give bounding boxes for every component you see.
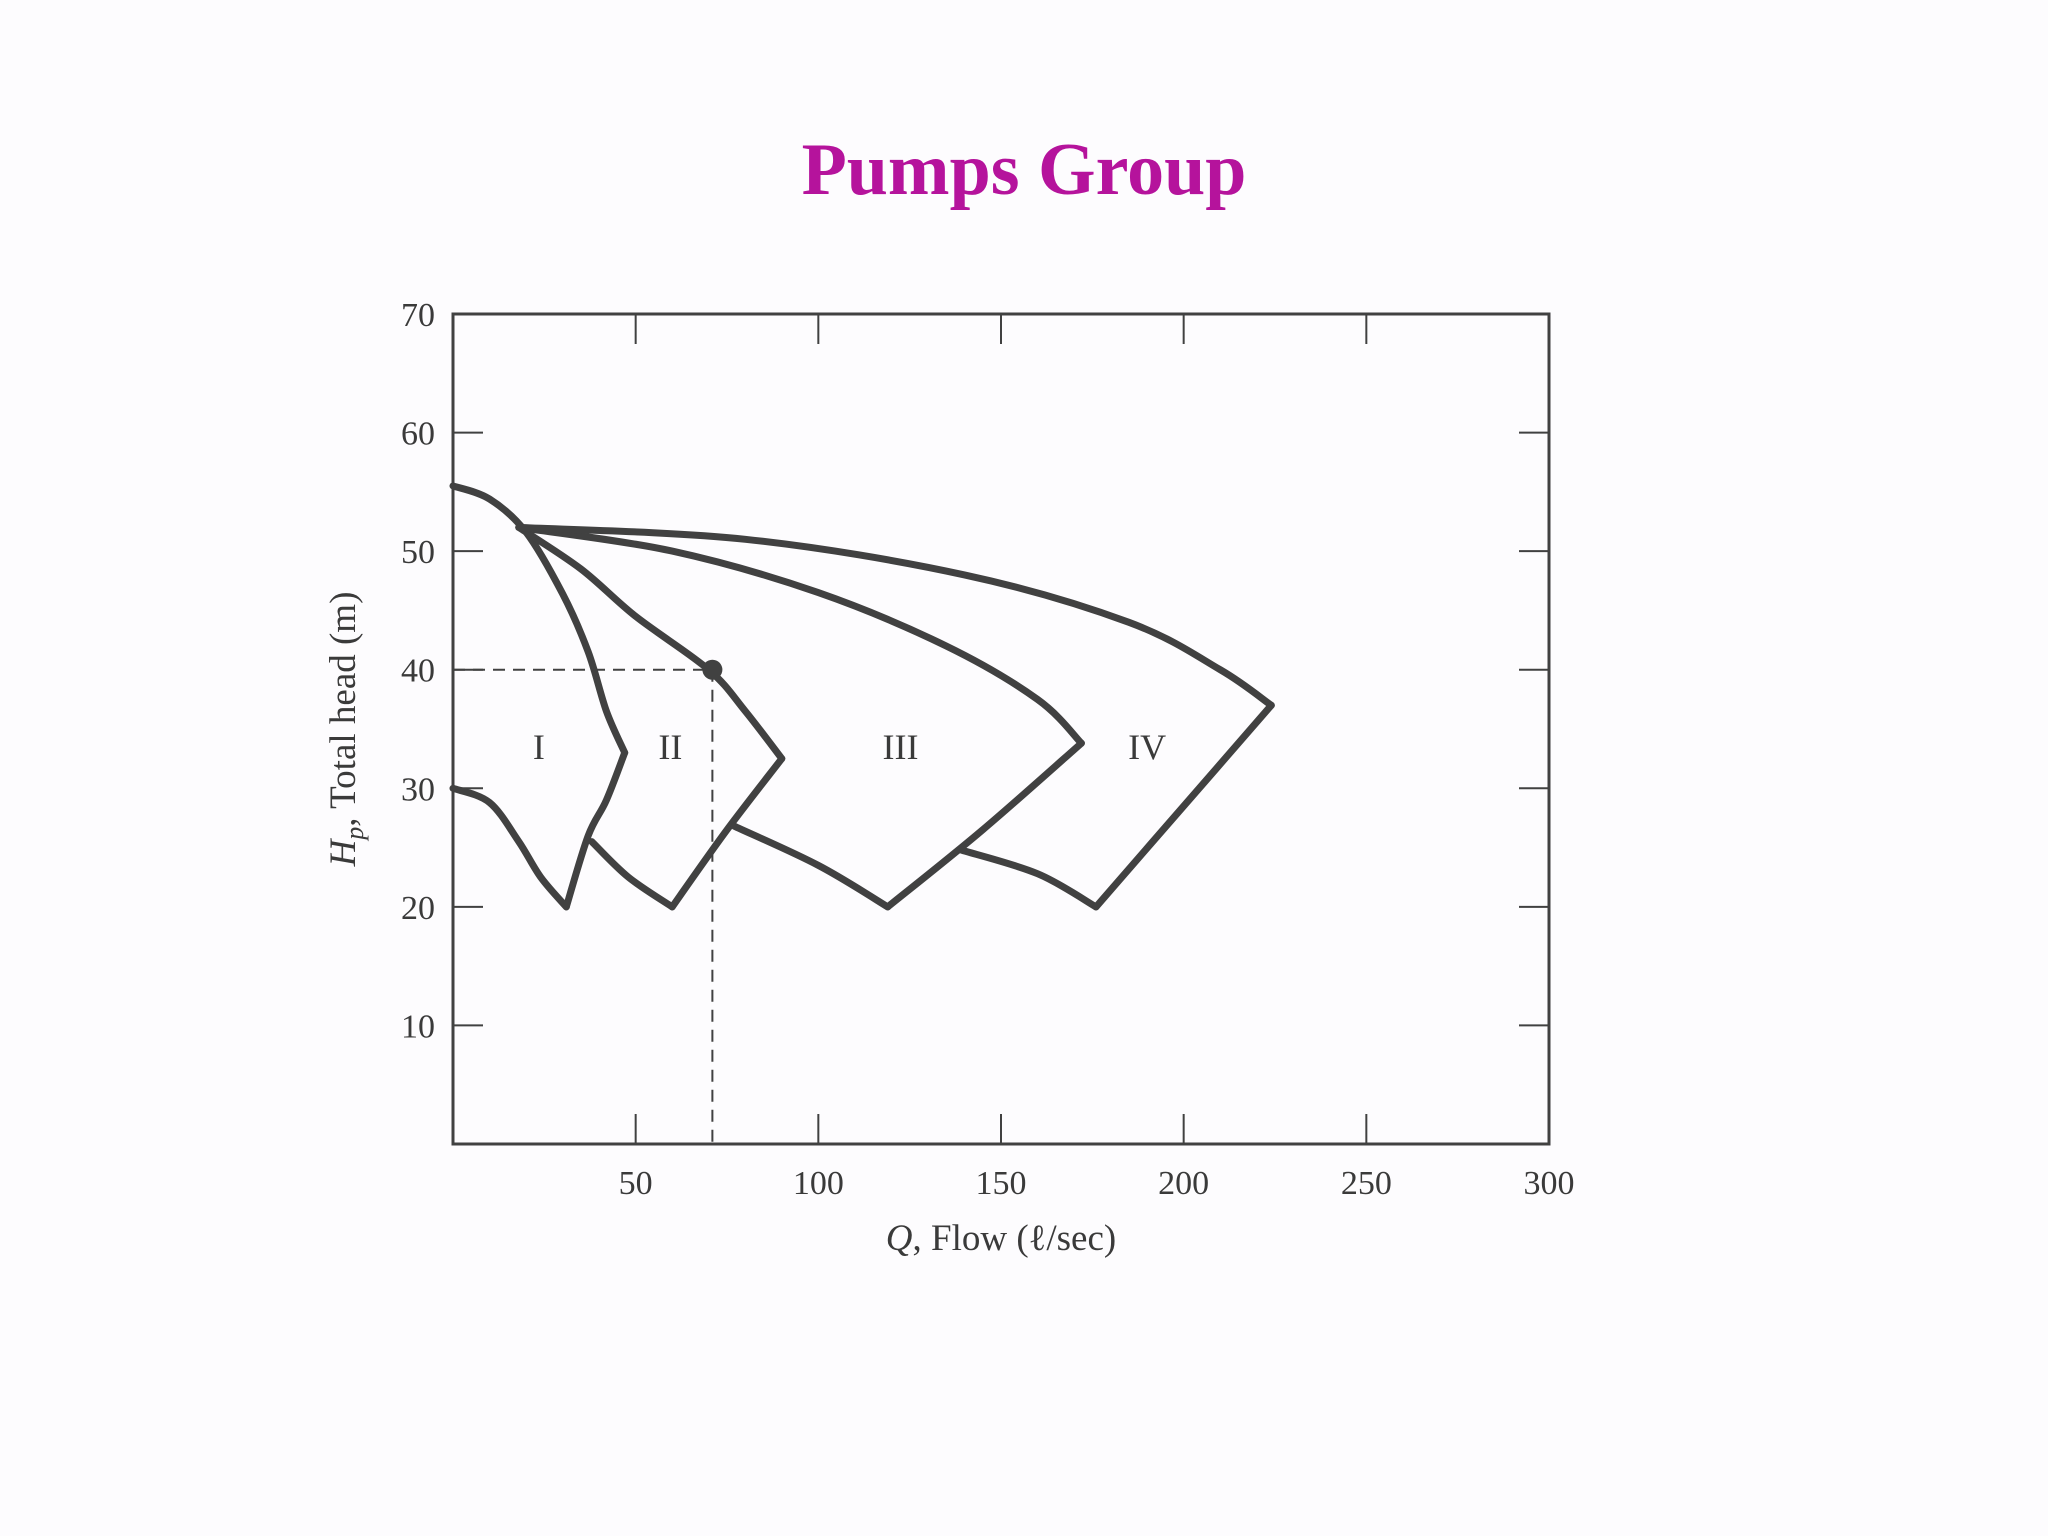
region-label-III: III [883, 727, 919, 767]
curve-segment-11 [957, 846, 1100, 911]
region-label-II: II [658, 727, 682, 767]
y-axis-label: Hp, Total head (m) [323, 592, 369, 868]
curve-segment-6 [562, 749, 629, 911]
x-tick-label-300: 300 [1524, 1165, 1575, 1202]
x-tick-label-150: 150 [976, 1165, 1027, 1202]
curve-segment-4 [515, 523, 1275, 709]
x-tick-label-50: 50 [619, 1165, 653, 1202]
curve-segment-2 [515, 523, 786, 763]
x-axis-label-symbol: Q [886, 1218, 913, 1259]
curve-segment-8 [668, 755, 786, 911]
y-axis-label-symbol: H [323, 837, 364, 867]
y-tick-label-40: 40 [401, 653, 435, 690]
curve-segment-9 [730, 822, 892, 911]
x-tick-label-200: 200 [1158, 1165, 1209, 1202]
curve-segment-3 [515, 523, 1085, 747]
x-axis-label-text: , Flow (ℓ/sec) [913, 1218, 1117, 1259]
x-tick-label-100: 100 [793, 1165, 844, 1202]
curve-segment-5 [449, 784, 570, 911]
curve-segment-12 [1092, 701, 1275, 911]
tick-labels: 50 100 150 200 250 300 10 20 30 40 50 60 70 [401, 297, 1575, 1202]
operating-point-marker [702, 659, 723, 680]
region-label-I: I [533, 727, 545, 767]
y-tick-label-70: 70 [401, 297, 435, 334]
y-tick-label-20: 20 [401, 890, 435, 927]
region-labels: I II III IV [533, 727, 1166, 767]
region-label-IV: IV [1128, 727, 1166, 767]
tick-marks [453, 314, 1550, 1144]
y-tick-label-60: 60 [401, 416, 435, 453]
pump-curves [449, 482, 1275, 911]
x-tick-label-250: 250 [1341, 1165, 1392, 1202]
y-tick-label-10: 10 [401, 1008, 435, 1045]
y-axis-label-subscript: p [340, 827, 369, 842]
curve-segment-10 [884, 739, 1085, 911]
curve-segment-1 [449, 482, 629, 757]
curve-segment-7 [588, 838, 676, 911]
y-tick-label-30: 30 [401, 771, 435, 808]
slide-title: Pumps Group [801, 129, 1247, 211]
reference-lines [453, 668, 714, 1144]
y-axis-label-text: , Total head (m) [323, 592, 364, 827]
x-axis-label: Q, Flow (ℓ/sec) [886, 1218, 1116, 1259]
y-tick-label-50: 50 [401, 534, 435, 571]
